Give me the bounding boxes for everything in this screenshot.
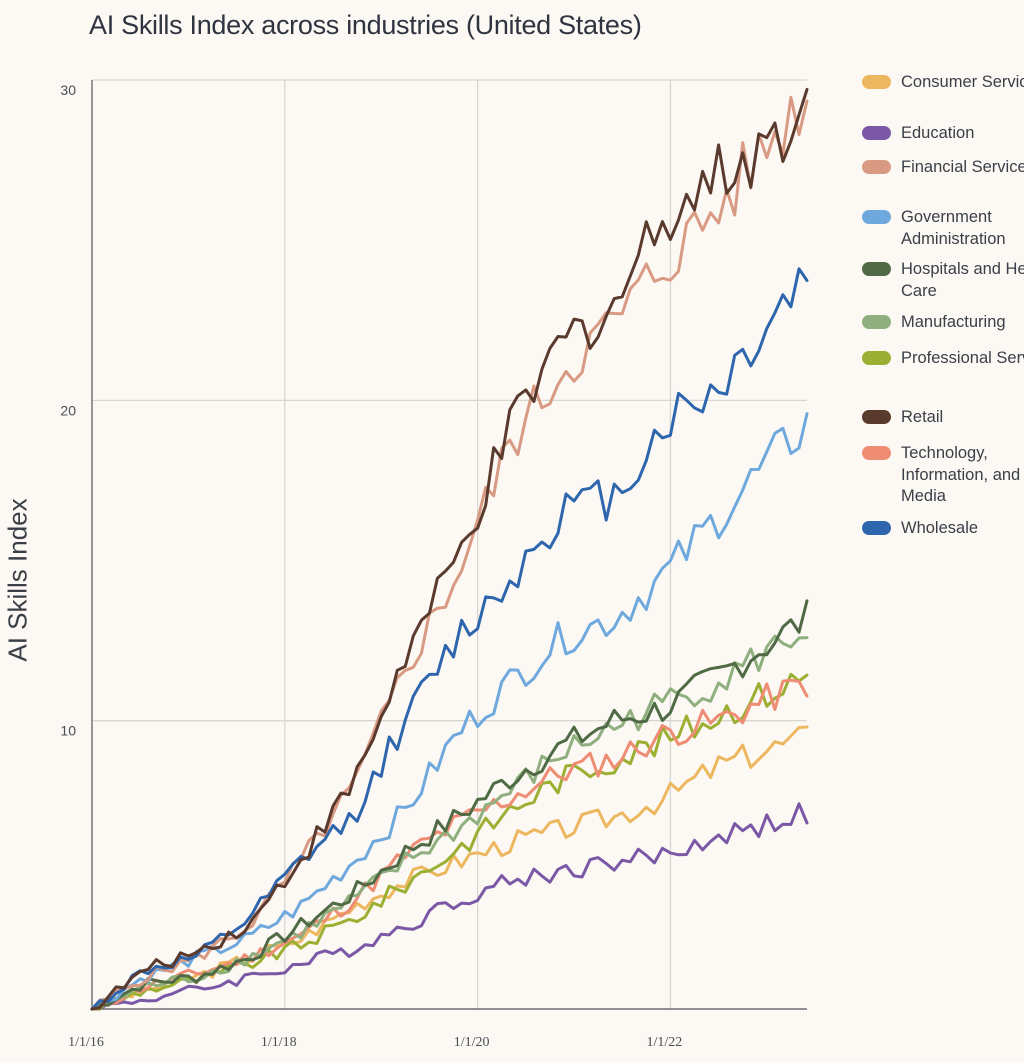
chart-title: AI Skills Index across industries (Unite… [89,10,642,40]
legend-item: Financial Services [862,157,1024,179]
legend-label: Government Administration [901,208,1006,248]
x-tick-label: 1/1/16 [68,1035,104,1050]
y-tick-label: 20 [60,402,76,418]
series-line-manufacturing [90,634,809,1011]
legend-item: Manufacturing [862,312,1024,334]
series-layer [90,87,809,1011]
legend-swatch [862,351,891,365]
legend-swatch [862,210,891,224]
series-line-wholesale [90,267,809,1011]
axis-layer [91,80,807,1010]
legend-item: Technology, Information, and Media [862,443,1024,508]
x-tick-label: 1/1/18 [261,1035,297,1050]
series-line-retail [90,87,809,1011]
legend-label: Technology, Information, and Media [901,444,1021,505]
legend-label: Consumer Services [901,73,1024,91]
legend-label: Manufacturing [901,313,1006,331]
legend-swatch [862,315,891,329]
legend-label: Education [901,124,975,142]
series-line-professional-services [90,672,809,1011]
x-tick-label: 1/1/22 [647,1035,683,1050]
legend-swatch [862,160,891,174]
legend-label: Retail [901,408,944,426]
legend-swatch [862,410,891,424]
legend-item: Retail [862,407,1024,429]
legend-swatch [862,126,891,140]
y-tick-label: 10 [60,723,76,739]
legend-item: Wholesale [862,518,1024,540]
series-line-government-administration [90,412,809,1011]
series-line-hospitals-and-health-care [90,599,809,1011]
legend-label: Financial Services [901,158,1024,176]
legend-swatch [862,262,891,276]
legend-swatch [862,75,891,89]
legend-swatch [862,446,891,460]
legend-label: Professional Services [901,349,1024,367]
legend-item: Hospitals and Health Care [862,259,1024,302]
series-line-education [90,802,809,1011]
legend-item: Consumer Services [862,72,1024,94]
y-tick-label: 30 [60,82,76,98]
legend-item: Education [862,123,1024,145]
legend-item: Government Administration [862,207,1024,250]
tick-label-layer: 10 20 30 1/1/16 1/1/18 1/1/20 1/1/22 [60,82,682,1050]
legend-label: Hospitals and Health Care [901,260,1024,300]
series-line-financial-services [90,95,809,1011]
legend-label: Wholesale [901,519,979,537]
grid-layer [92,79,807,1009]
series-line-consumer-services [90,725,809,1011]
x-tick-label: 1/1/20 [454,1035,490,1050]
legend-item: Professional Services [862,348,1024,370]
legend-swatch [862,521,891,535]
